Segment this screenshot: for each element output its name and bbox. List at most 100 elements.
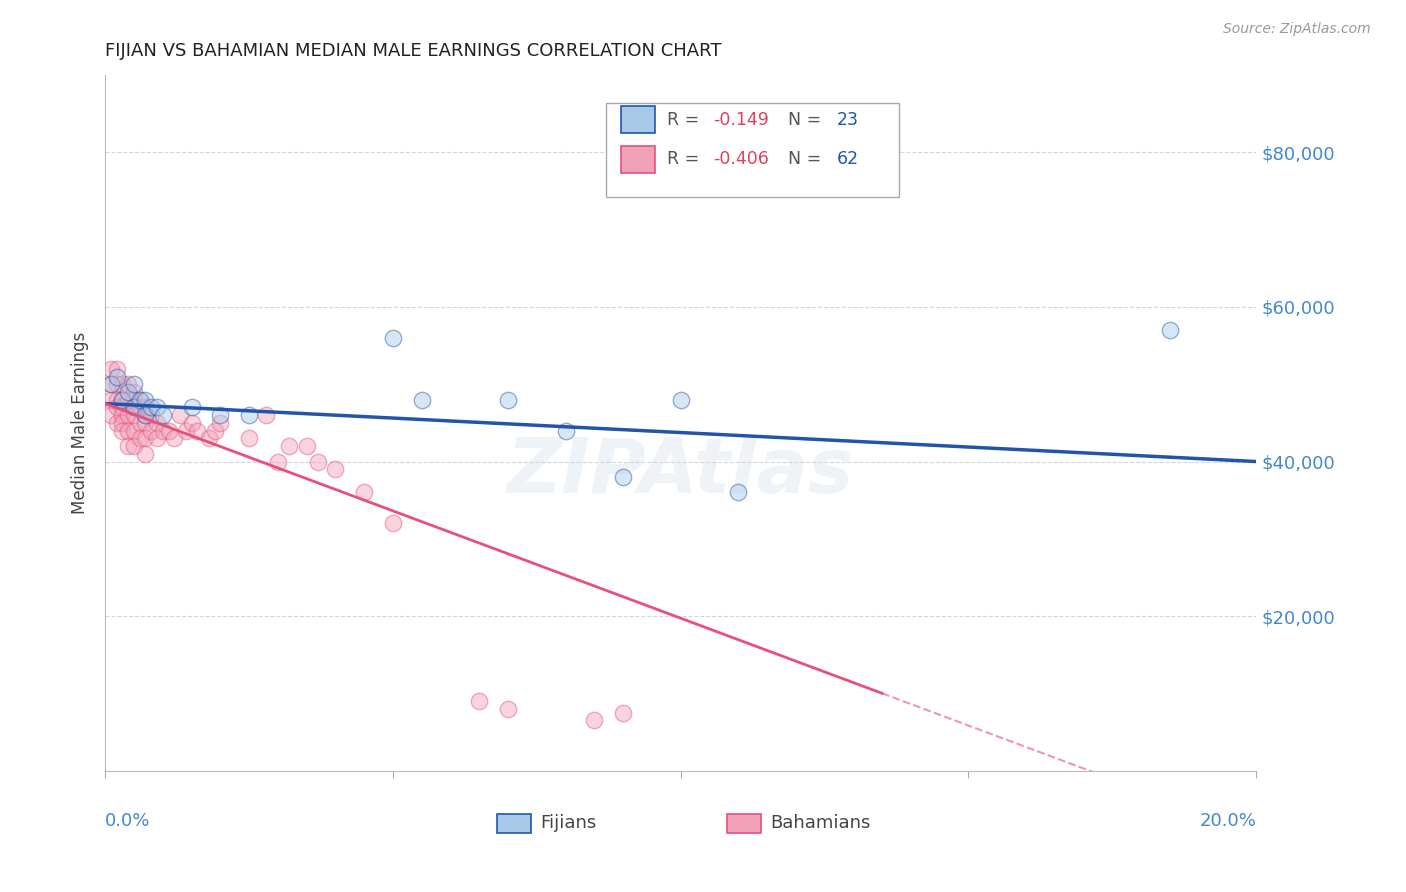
Point — [117, 377, 139, 392]
Text: Fijians: Fijians — [540, 814, 596, 832]
Point — [163, 431, 186, 445]
Point — [134, 408, 156, 422]
Point — [134, 431, 156, 445]
Point — [105, 369, 128, 384]
FancyBboxPatch shape — [727, 814, 761, 833]
Text: -0.149: -0.149 — [713, 111, 769, 128]
FancyBboxPatch shape — [606, 103, 900, 197]
Point — [128, 431, 150, 445]
Point — [100, 377, 122, 392]
Point — [122, 392, 145, 407]
Point — [381, 516, 404, 531]
Text: N =: N = — [787, 111, 827, 128]
Point — [105, 401, 128, 415]
Point — [238, 431, 260, 445]
Point — [169, 408, 191, 422]
Point — [105, 416, 128, 430]
Text: -0.406: -0.406 — [713, 151, 769, 169]
Text: N =: N = — [787, 151, 827, 169]
Point — [105, 361, 128, 376]
Text: Bahamians: Bahamians — [770, 814, 870, 832]
Point — [117, 392, 139, 407]
Point — [141, 401, 163, 415]
Point — [278, 439, 301, 453]
Point — [267, 454, 290, 468]
Point — [117, 424, 139, 438]
Point — [180, 401, 202, 415]
Point — [381, 331, 404, 345]
Point — [254, 408, 277, 422]
Point — [141, 424, 163, 438]
Point — [128, 392, 150, 407]
Point — [496, 392, 519, 407]
Point — [111, 408, 134, 422]
Point — [111, 416, 134, 430]
Point — [128, 392, 150, 407]
Point — [554, 424, 576, 438]
Text: Source: ZipAtlas.com: Source: ZipAtlas.com — [1223, 22, 1371, 37]
Point — [117, 439, 139, 453]
Point — [122, 401, 145, 415]
Point — [146, 416, 169, 430]
Point — [727, 485, 749, 500]
Point — [1159, 323, 1181, 337]
Text: 0.0%: 0.0% — [105, 813, 150, 830]
Point — [134, 416, 156, 430]
Point — [157, 424, 180, 438]
Point — [105, 392, 128, 407]
Point — [122, 401, 145, 415]
Text: R =: R = — [666, 111, 704, 128]
Point — [117, 408, 139, 422]
Point — [152, 424, 174, 438]
Point — [111, 377, 134, 392]
Text: 23: 23 — [837, 111, 859, 128]
Point — [111, 392, 134, 407]
Point — [186, 424, 208, 438]
Point — [100, 377, 122, 392]
FancyBboxPatch shape — [496, 814, 531, 833]
Point — [111, 392, 134, 407]
Point — [134, 392, 156, 407]
Point — [141, 408, 163, 422]
Point — [122, 377, 145, 392]
Point — [152, 408, 174, 422]
Point — [122, 384, 145, 399]
FancyBboxPatch shape — [621, 106, 655, 133]
Point — [100, 392, 122, 407]
Point — [209, 416, 232, 430]
Point — [105, 377, 128, 392]
Point — [122, 408, 145, 422]
Point — [198, 431, 221, 445]
Y-axis label: Median Male Earnings: Median Male Earnings — [72, 332, 89, 514]
Point — [128, 401, 150, 415]
Point — [295, 439, 318, 453]
Point — [209, 408, 232, 422]
Point — [583, 714, 606, 728]
Point — [122, 424, 145, 438]
Point — [238, 408, 260, 422]
Point — [174, 424, 197, 438]
Point — [411, 392, 433, 407]
Point — [353, 485, 375, 500]
FancyBboxPatch shape — [621, 146, 655, 172]
Text: 20.0%: 20.0% — [1199, 813, 1256, 830]
Point — [111, 424, 134, 438]
Point — [612, 706, 634, 720]
Text: FIJIAN VS BAHAMIAN MEDIAN MALE EARNINGS CORRELATION CHART: FIJIAN VS BAHAMIAN MEDIAN MALE EARNINGS … — [105, 42, 721, 60]
Point — [204, 424, 226, 438]
Point — [134, 401, 156, 415]
Point — [134, 447, 156, 461]
Point — [496, 702, 519, 716]
Text: 62: 62 — [837, 151, 859, 169]
Point — [307, 454, 329, 468]
Point — [111, 401, 134, 415]
Point — [146, 431, 169, 445]
Point — [325, 462, 347, 476]
Text: ZIPAtlas: ZIPAtlas — [508, 434, 855, 508]
Point — [128, 416, 150, 430]
Point — [180, 416, 202, 430]
Point — [122, 439, 145, 453]
Point — [468, 694, 491, 708]
Point — [134, 408, 156, 422]
Point — [117, 384, 139, 399]
